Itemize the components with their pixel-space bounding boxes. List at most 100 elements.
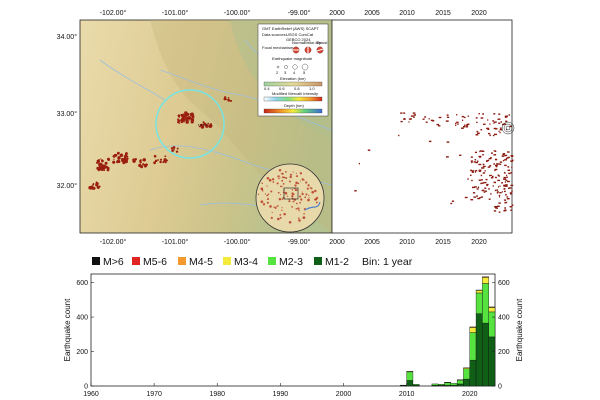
timeline-event (505, 120, 508, 122)
timeline-event (498, 194, 501, 197)
timeline-event (501, 191, 503, 193)
timeline-top-year-ticks: 2000 2005 2010 2015 2020 (329, 10, 487, 17)
timeline-event (503, 176, 507, 179)
timeline-event (505, 179, 508, 182)
timeline-event (500, 121, 502, 123)
zoom-earthquake-dot (266, 198, 269, 201)
timeline-event (456, 121, 459, 123)
earthquake-dot (153, 161, 156, 165)
timeline-frame (331, 19, 513, 234)
timeline-event (354, 190, 357, 192)
timeline-event (501, 155, 505, 157)
timeline-event (403, 118, 405, 120)
earthquake-dot (95, 181, 99, 186)
bin-label: Bin: 1 year (362, 256, 413, 268)
zoom-earthquake-dot (305, 181, 308, 184)
timeline-event (481, 182, 484, 184)
zoom-earthquake-dot (298, 217, 300, 219)
timeline-event (482, 165, 486, 168)
earthquake-dot (164, 155, 167, 158)
timeline-event (506, 174, 508, 177)
timeline-event (510, 209, 512, 211)
timeline-event (510, 172, 513, 174)
timeline-event (505, 194, 507, 196)
magnitude-legend: M>6 M5-6 M4-5 M3-4 M2-3 M1-2 Bin: 1 year (92, 256, 413, 268)
earthquake-dot (176, 147, 179, 150)
focal-mechanism-icons (292, 46, 324, 54)
zoom-earthquake-dot (276, 182, 279, 185)
earthquake-dot (166, 159, 168, 162)
timeline-event (499, 161, 503, 163)
timeline-event (478, 169, 482, 171)
earthquake-dot (100, 158, 102, 160)
timeline-event (490, 177, 494, 179)
intensity-colorbar (263, 96, 323, 102)
timeline-event (473, 196, 476, 198)
earthquake-dot (118, 156, 120, 158)
timeline-event (494, 128, 498, 130)
zoom-earthquake-dot (289, 175, 292, 179)
tick-label: 2005 (364, 10, 380, 17)
elevation-colorbar (263, 81, 323, 87)
timeline-event (499, 192, 502, 194)
tick-label: 2020 (471, 239, 487, 246)
timeline-event (428, 140, 432, 143)
timeline-event (474, 151, 477, 154)
earthquake-dot (180, 113, 183, 117)
ylabel-right: Earthquake count (515, 298, 524, 361)
earthquake-dot (125, 157, 129, 160)
earthquake-dot (198, 125, 201, 128)
timeline-event (497, 163, 501, 165)
zoom-earthquake-dot (310, 187, 313, 190)
timeline-event (504, 159, 507, 161)
zoom-earthquake-dot (271, 211, 273, 214)
timeline-event (398, 134, 400, 137)
earthquake-dot (172, 146, 176, 149)
timeline-event (493, 122, 495, 124)
earthquake-dot (191, 119, 194, 122)
tick-label: 34.00° (57, 33, 78, 41)
timeline-event (498, 122, 501, 124)
timeline-event (484, 190, 487, 192)
histogram-frame (90, 273, 496, 387)
earthquake-clusters (88, 96, 233, 190)
tick-label: -100.00° (224, 9, 251, 17)
tick-label: -102.00° (100, 9, 127, 17)
zoom-earthquake-dot (311, 190, 315, 194)
svg-text:0.8: 0.8 (294, 86, 300, 91)
timeline-event (479, 150, 481, 153)
timeline-event (446, 156, 449, 158)
x-tick-label: 1960 (83, 391, 99, 398)
timeline-event (495, 158, 497, 161)
timeline-event (471, 161, 473, 164)
earthquake-dot (227, 99, 231, 102)
x-tick-label: 1980 (209, 391, 225, 398)
x-tick-label: 2000 (336, 391, 352, 398)
zoom-earthquake-dot (269, 205, 272, 208)
legend-swatch-m2-3 (268, 257, 276, 265)
legend-label-m3-4: M3-4 (234, 256, 258, 268)
zoom-earthquake-dot (266, 176, 270, 180)
earthquake-dot (229, 99, 233, 102)
zoom-earthquake-dot (276, 205, 279, 207)
timeline-event (503, 178, 507, 180)
timeline-event (486, 159, 489, 162)
timeline-event (496, 189, 499, 191)
timeline-event (503, 171, 505, 174)
timeline-event (465, 124, 469, 126)
timeline-event (479, 197, 481, 199)
timeline-event (471, 171, 474, 173)
timeline-event (493, 121, 497, 123)
timeline-event (482, 163, 485, 166)
timeline-event (506, 198, 510, 200)
timeline-event (473, 161, 476, 163)
legend-label-m4-5: M4-5 (189, 256, 213, 268)
zoom-earthquake-dot (269, 179, 271, 181)
timeline-event (511, 190, 513, 192)
earthquake-dot (145, 163, 148, 167)
timeline-event (503, 199, 507, 201)
zoom-earthquake-dot (267, 193, 270, 196)
earthquake-dot (170, 147, 174, 150)
timeline-event (413, 114, 416, 116)
histogram-bar (475, 290, 483, 294)
